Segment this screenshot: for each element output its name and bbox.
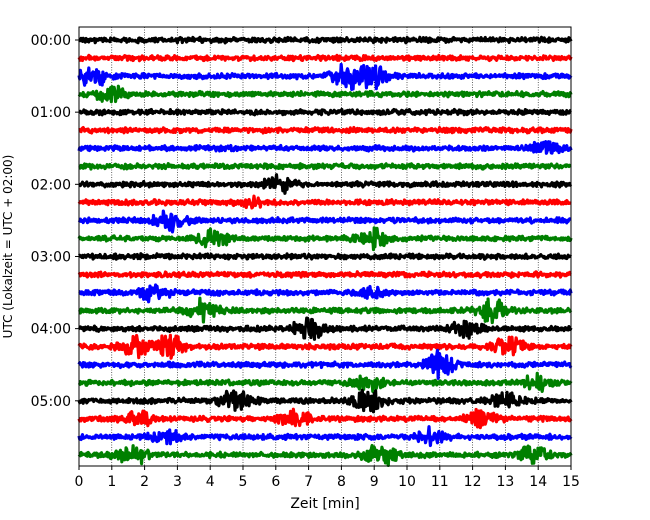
trace-0115 <box>78 125 573 135</box>
trace-0245 <box>77 226 573 252</box>
trace-0100 <box>78 107 572 117</box>
x-tick-label: 9 <box>370 474 379 490</box>
trace-0515 <box>77 407 573 430</box>
trace-0415 <box>77 333 573 360</box>
trace-0230 <box>77 209 572 234</box>
plot-frame <box>78 26 572 467</box>
y-tick-label: 05:00 <box>31 394 71 410</box>
trace-0130 <box>77 140 573 155</box>
trace-0545 <box>77 443 573 468</box>
y-tick-label: 00:00 <box>31 33 71 49</box>
x-tick-label: 15 <box>562 474 580 490</box>
x-tick-label: 2 <box>140 474 149 490</box>
trace-0000 <box>78 35 573 45</box>
x-tick-label: 4 <box>206 474 215 490</box>
y-axis-label: UTC (Lokalzeit = UTC + 02:00) <box>1 155 15 339</box>
trace-0530 <box>77 425 573 448</box>
y-axis-ticks: 00:00 01:00 02:00 03:00 04:00 05:00 <box>31 33 79 410</box>
trace-0445 <box>77 371 573 394</box>
y-tick-label: 02:00 <box>31 177 71 193</box>
y-tick-label: 01:00 <box>31 105 71 121</box>
y-tick-label: 03:00 <box>31 249 71 265</box>
x-axis-label: Zeit [min] <box>290 496 359 512</box>
trace-0215 <box>77 194 572 210</box>
trace-0345 <box>78 296 573 325</box>
trace-0300 <box>77 252 573 261</box>
trace-0330 <box>78 283 573 304</box>
x-tick-label: 3 <box>173 474 182 490</box>
trace-0315 <box>77 270 572 279</box>
x-tick-label: 12 <box>464 474 482 490</box>
trace-0200 <box>78 173 573 195</box>
x-tick-label: 13 <box>496 474 514 490</box>
x-tick-label: 5 <box>239 474 248 490</box>
x-tick-label: 14 <box>529 474 547 490</box>
x-tick-label: 8 <box>337 474 346 490</box>
trace-0400 <box>78 316 573 341</box>
y-tick-label: 04:00 <box>31 322 71 338</box>
x-tick-label: 0 <box>75 474 84 490</box>
x-tick-label: 6 <box>271 474 280 490</box>
x-tick-label: 11 <box>431 474 449 490</box>
trace-0045 <box>77 84 573 104</box>
x-tick-label: 1 <box>107 474 116 490</box>
trace-0430 <box>77 348 573 380</box>
trace-0030 <box>77 62 573 92</box>
trace-group <box>77 35 573 468</box>
trace-0015 <box>77 53 573 63</box>
trace-0145 <box>78 162 572 171</box>
x-axis-ticks: 0 1 2 3 4 5 6 7 8 9 10 11 12 13 14 15 <box>75 466 580 490</box>
trace-0500 <box>77 388 573 414</box>
x-tick-label: 10 <box>398 474 416 490</box>
x-tick-label: 7 <box>304 474 313 490</box>
